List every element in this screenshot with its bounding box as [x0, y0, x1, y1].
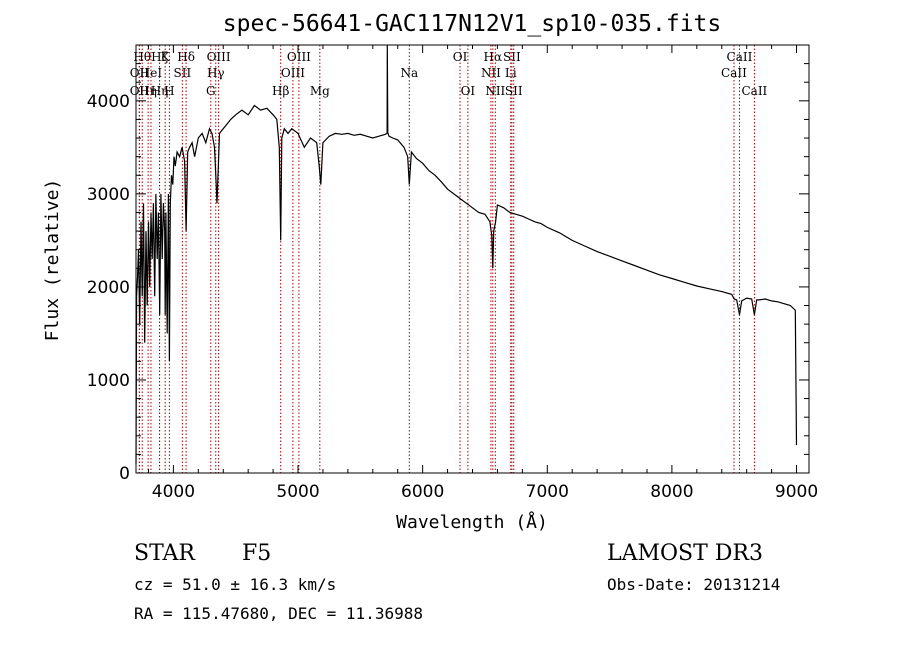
y-tick-label: 3000: [87, 185, 130, 205]
spectral-line-label: OI: [461, 84, 476, 98]
x-tick-label: 8000: [650, 482, 693, 502]
spectral-line-label: Li: [505, 66, 517, 80]
x-tick-label: 9000: [775, 482, 818, 502]
spectral-line-label: Hδ: [177, 50, 195, 64]
survey-name: LAMOST DR3: [607, 541, 763, 566]
x-tick-label: 5000: [276, 482, 319, 502]
spectral-line-label: OIII: [287, 50, 311, 64]
x-tick-label: 7000: [526, 482, 569, 502]
y-tick-label: 2000: [87, 278, 130, 298]
spectral-line-label: CaII: [741, 84, 767, 98]
observation-date: Obs-Date: 20131214: [607, 575, 781, 594]
y-axis-ticks: 0 1000 2000 3000 4000: [87, 63, 809, 484]
object-class: STAR: [134, 541, 195, 566]
spectral-line-label: Hγ: [207, 66, 225, 80]
spectral-line-label: OIII: [207, 50, 231, 64]
spectral-line-label: Hα: [484, 50, 503, 64]
spectral-subclass: F5: [242, 541, 272, 566]
spectral-line-markers: OIIOIIHθHηHeIHζHηKHSIIHδGHγOIIIHβOIIIOII…: [130, 45, 768, 473]
spectral-line-label: Hβ: [272, 84, 289, 98]
spectral-line-label: H: [164, 84, 174, 98]
spectral-line-label: G: [206, 84, 216, 98]
spectral-line-label: Hη: [151, 84, 169, 98]
spectral-line-label: OIII: [281, 66, 305, 80]
spectral-line-label: Hη: [139, 84, 157, 98]
spectral-line-label: CaII: [721, 66, 747, 80]
x-tick-label: 6000: [401, 482, 444, 502]
spectral-line-label: OI: [453, 50, 468, 64]
spectrum-series-line: [135, 44, 798, 464]
chart-title: spec-56641-GAC117N12V1_sp10-035.fits: [223, 11, 722, 37]
spectral-line-label: K: [161, 50, 171, 64]
y-tick-label: 4000: [87, 92, 130, 112]
spectral-line-label: Na: [400, 66, 418, 80]
spectral-line-label: NII: [485, 84, 505, 98]
spectral-line-label: SII: [503, 50, 521, 64]
spectral-line-label: HeI: [140, 66, 163, 80]
spectral-line-label: OII: [130, 84, 150, 98]
spectral-line-label: CaII: [727, 50, 753, 64]
spectral-line-label: Hθ: [133, 50, 151, 64]
spectral-line-label: NII: [481, 66, 501, 80]
y-tick-label: 0: [119, 464, 130, 484]
spectral-line-label: SII: [505, 84, 523, 98]
spectral-line-label: SII: [174, 66, 192, 80]
spectral-line-label: Mg: [310, 84, 330, 98]
plot-frame: [135, 44, 810, 474]
y-tick-label: 1000: [87, 371, 130, 391]
x-tick-label: 4000: [152, 482, 195, 502]
redshift-cz: cz = 51.0 ± 16.3 km/s: [134, 575, 337, 594]
x-axis-label: Wavelength (Å): [396, 511, 548, 533]
x-axis-ticks: 4000 5000 6000 7000 8000 9000: [147, 45, 818, 502]
coordinates: RA = 115.47680, DEC = 11.36988: [134, 604, 423, 623]
y-axis-label: Flux (relative): [42, 179, 63, 342]
